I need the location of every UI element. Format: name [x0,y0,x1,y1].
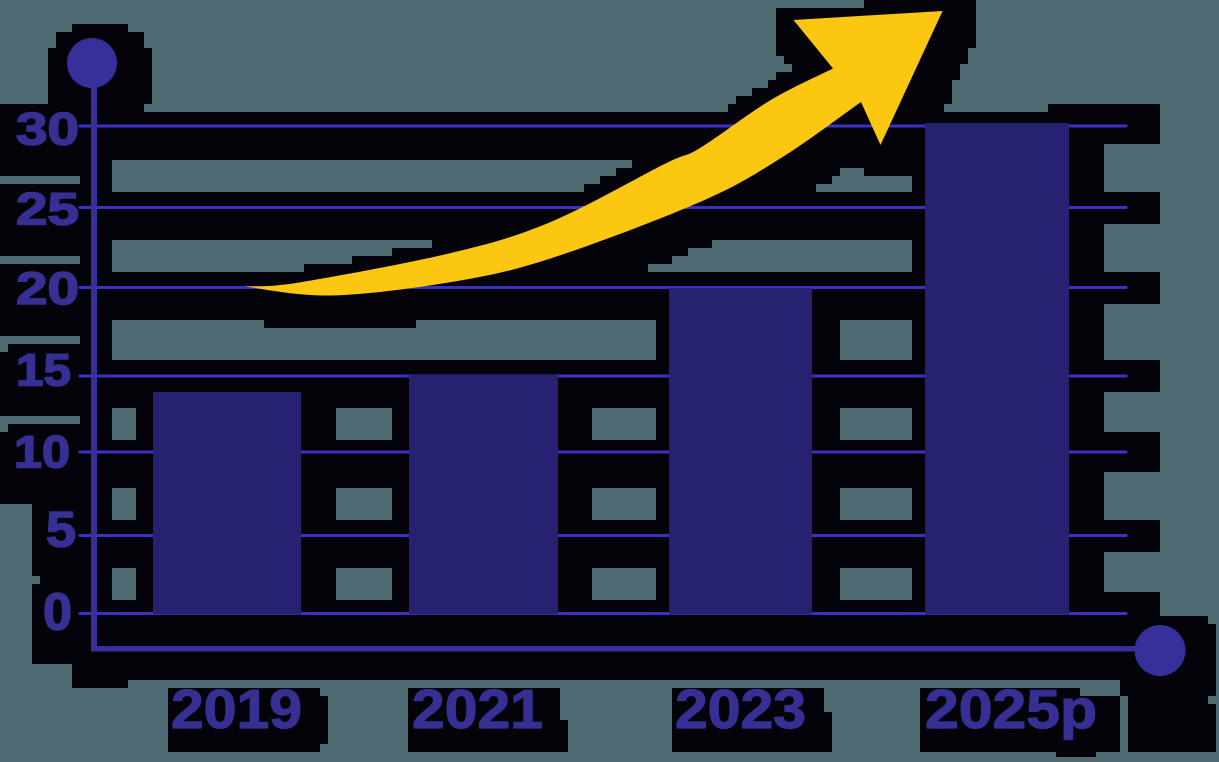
svg-text:2023: 2023 [675,678,806,740]
svg-text:2019: 2019 [171,678,302,740]
svg-text:0: 0 [43,584,72,642]
svg-text:30: 30 [16,104,79,155]
svg-text:5: 5 [46,502,76,558]
svg-text:10: 10 [14,427,70,478]
svg-text:2025p: 2025p [925,678,1097,740]
svg-text:25: 25 [16,183,79,234]
svg-text:15: 15 [16,345,71,396]
svg-text:20: 20 [16,263,79,314]
svg-text:2021: 2021 [412,678,543,740]
